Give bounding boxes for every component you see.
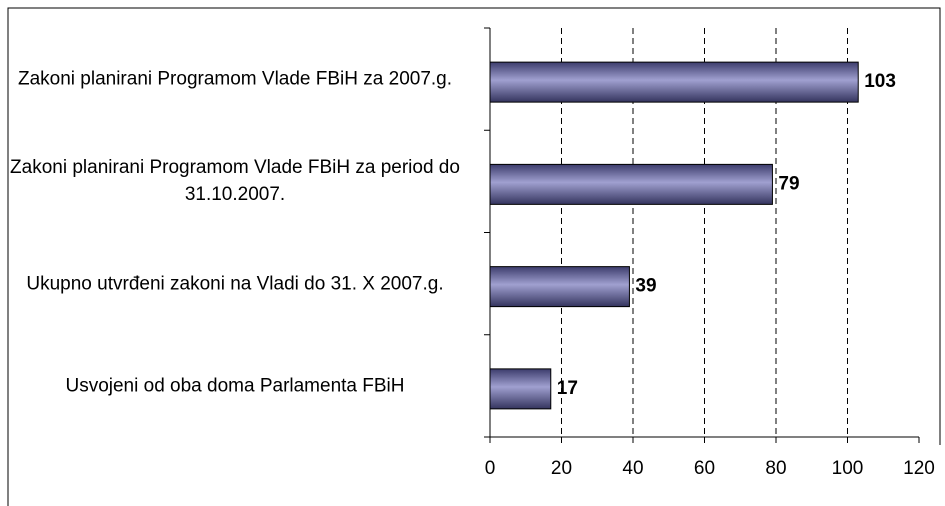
bar xyxy=(489,61,859,103)
bar xyxy=(489,163,773,205)
y-tick-label: Zakoni planirani Programom Vlade FBiH za… xyxy=(17,68,453,90)
value-label: 39 xyxy=(635,276,656,297)
x-tick-label: 0 xyxy=(485,458,496,479)
value-label: 103 xyxy=(864,71,896,92)
chart-border xyxy=(7,7,941,506)
x-tick-label: 60 xyxy=(694,458,715,479)
bar xyxy=(489,368,552,410)
value-label: 17 xyxy=(557,378,578,399)
x-tick-label: 100 xyxy=(832,458,864,479)
y-tick-label: Ukupno utvrđeni zakoni na Vladi do 31. X… xyxy=(26,273,444,295)
y-tick-label: Usvojeni od oba doma Parlamenta FBiH xyxy=(65,375,405,397)
value-label: 79 xyxy=(778,173,799,194)
x-tick-label: 120 xyxy=(903,458,935,479)
y-tick-label: Zakoni planirani Programom Vlade FBiH za… xyxy=(10,157,460,206)
x-tick-label: 80 xyxy=(765,458,786,479)
x-tick-label: 20 xyxy=(551,458,572,479)
x-tick-label: 40 xyxy=(622,458,643,479)
bar xyxy=(489,266,630,308)
